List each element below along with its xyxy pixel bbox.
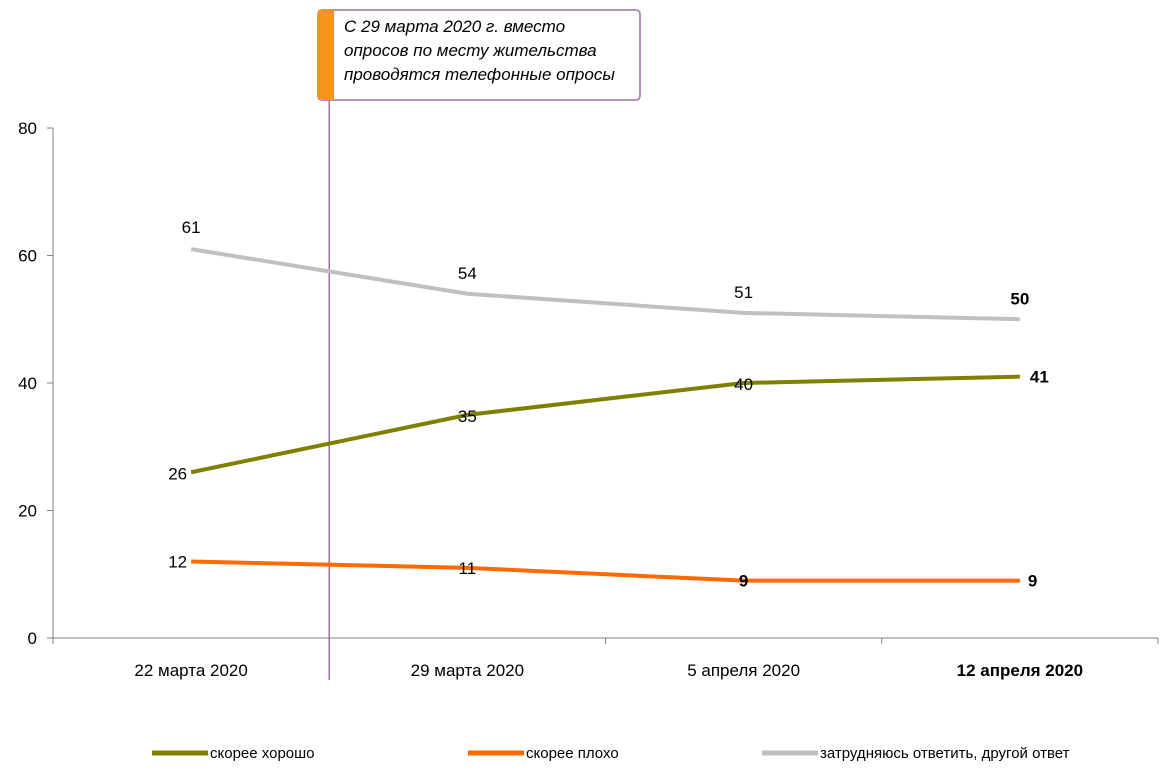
data-label-s2-p0: 61 <box>182 218 201 237</box>
y-tick-label-40: 40 <box>18 374 37 393</box>
data-label-s0-p1: 35 <box>458 407 477 426</box>
data-label-s1-p2: 9 <box>739 572 748 591</box>
x-tick-label-3: 12 апреля 2020 <box>957 661 1083 680</box>
data-label-s2-p2: 51 <box>734 283 753 302</box>
x-tick-label-0: 22 марта 2020 <box>134 661 247 680</box>
data-label-s0-p2: 40 <box>734 375 753 394</box>
y-tick-label-20: 20 <box>18 502 37 521</box>
data-label-s1-p0: 12 <box>168 553 187 572</box>
legend-label-1: скорее плохо <box>526 745 619 762</box>
data-label-s2-p1: 54 <box>458 264 477 283</box>
x-tick-label-1: 29 марта 2020 <box>411 661 524 680</box>
data-labels: 26 35 40 41 12 11 9 9 61 54 51 50 <box>168 218 1049 591</box>
data-label-s1-p1: 11 <box>459 559 477 578</box>
annotation-line-0: С 29 марта 2020 г. вместо <box>344 17 565 36</box>
series-line-0 <box>190 374 1020 475</box>
annotation: С 29 марта 2020 г. вместо опросов по мест… <box>317 9 641 680</box>
data-label-s2-p3: 50 <box>1010 289 1029 308</box>
legend-label-2: затрудняюсь ответить, другой ответ <box>820 745 1070 762</box>
legend: скорее хорошо скорее плохо затрудняюсь отв… <box>152 745 1070 762</box>
axes: 0 20 40 60 80 22 марта 2020 29 марта 2020 5 апр… <box>18 119 1159 680</box>
y-tick-label-60: 60 <box>18 247 37 266</box>
series-line-2 <box>190 247 1020 322</box>
y-tick-label-0: 0 <box>28 629 37 648</box>
annotation-line-1: опросов по месту жительства <box>344 41 597 60</box>
data-label-s1-p3: 9 <box>1028 572 1037 591</box>
series-line-1 <box>191 559 1020 583</box>
legend-label-0: скорее хорошо <box>210 745 315 762</box>
data-label-s0-p3: 41 <box>1030 368 1049 387</box>
y-tick-label-80: 80 <box>18 119 37 138</box>
data-label-s0-p0: 26 <box>168 464 187 483</box>
annotation-line-2: проводятся телефонные опросы <box>344 65 615 84</box>
series-lines <box>190 247 1020 583</box>
annotation-marker <box>318 10 334 100</box>
x-tick-label-2: 5 апреля 2020 <box>687 661 800 680</box>
